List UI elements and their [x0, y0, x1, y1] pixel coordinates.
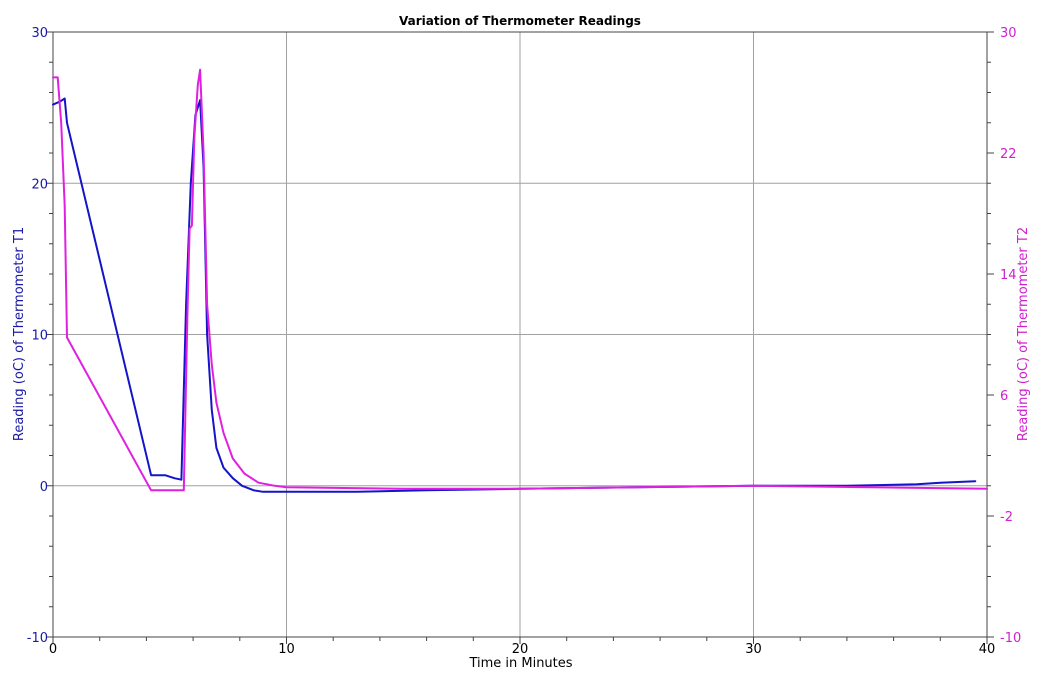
- y-tick-label-right: 22: [1000, 147, 1017, 162]
- grid-lines: [52, 31, 988, 638]
- y-tick-label-right: 14: [1000, 268, 1017, 283]
- y-tick-label-right: -2: [1000, 510, 1013, 525]
- y-tick-label-right: -10: [1000, 631, 1021, 646]
- y-tick-label-right: 30: [1000, 26, 1017, 41]
- x-tick-label: 20: [512, 642, 529, 657]
- y-tick-label-left: 20: [31, 177, 48, 192]
- y-axis-left-label: Reading (oC) of Thermometer T1: [12, 227, 27, 441]
- x-tick-label: 30: [745, 642, 762, 657]
- y-tick-label-right: 6: [1000, 389, 1008, 404]
- x-tick-label: 0: [49, 642, 57, 657]
- x-tick-label: 10: [278, 642, 295, 657]
- y-tick-label-left: 0: [40, 480, 48, 495]
- tick-marks: [46, 31, 994, 644]
- x-tick-label: 40: [979, 642, 996, 657]
- y-axis-right-label: Reading (oC) of Thermometer T2: [1016, 227, 1031, 441]
- y-tick-label-left: 30: [31, 26, 48, 41]
- series-line-t1: [52, 97, 977, 493]
- series-line-t2: [52, 68, 988, 492]
- x-axis-label: Time in Minutes: [468, 656, 572, 671]
- y-tick-label-left: -10: [27, 631, 48, 646]
- series-group: [52, 68, 988, 493]
- plot-area-frame: [52, 31, 988, 638]
- y-tick-label-left: 10: [31, 329, 48, 344]
- chart-title: Variation of Thermometer Readings: [399, 14, 641, 28]
